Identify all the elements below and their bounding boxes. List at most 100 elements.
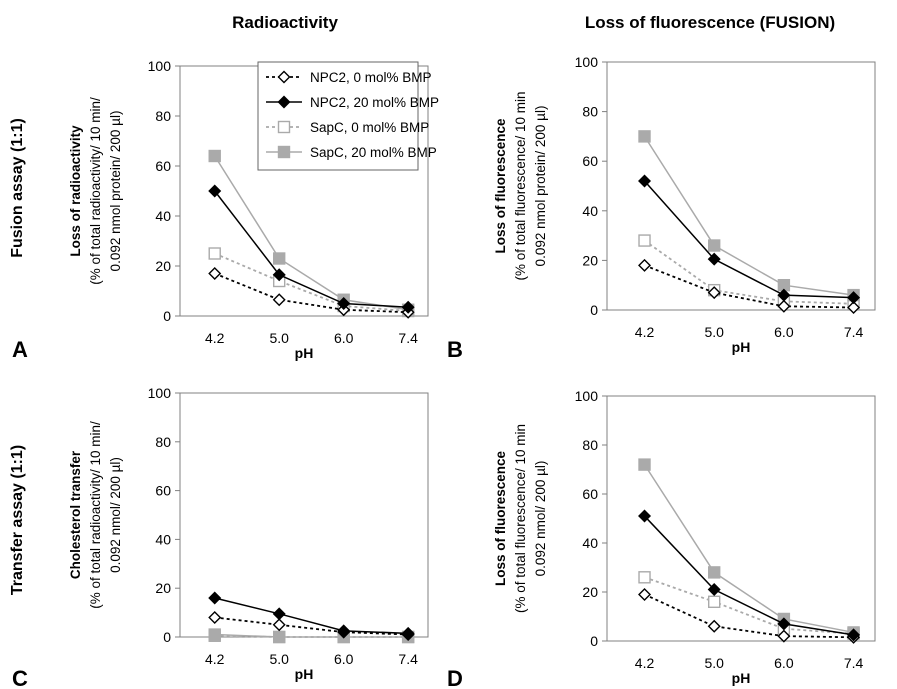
data-point: [708, 239, 721, 252]
data-point: [847, 291, 861, 305]
data-point: [401, 626, 415, 640]
data-point: [847, 628, 861, 642]
y-tick-label: 100: [575, 388, 599, 404]
y-tick-label: 40: [155, 531, 171, 547]
series-line: [214, 190, 409, 308]
y-tick-label: 20: [155, 258, 171, 274]
x-tick-label: 4.2: [635, 324, 655, 340]
series-line: [643, 239, 854, 305]
legend-entries: NPC2, 0 mol% BMP NPC2, 20 mol% BMP SapC, 0…: [266, 70, 439, 160]
x-tick-label: 5.0: [704, 324, 724, 340]
y-tick-label: 100: [148, 58, 172, 74]
legend-entry: SapC, 0 mol% BMP: [266, 120, 429, 135]
y-tick-label: 60: [582, 486, 598, 502]
y-axis-label-line: Loss of radioactivity: [68, 125, 83, 257]
panel-letter: B: [447, 337, 463, 362]
x-tick-label: 7.4: [844, 655, 864, 671]
series-line: [643, 135, 854, 296]
data-point: [638, 571, 651, 584]
x-tick-label: 5.0: [269, 651, 289, 667]
x-tick-label: 6.0: [334, 651, 354, 667]
legend-swatch-marker: [277, 120, 291, 134]
data-point: [707, 619, 721, 633]
y-tick-label: 80: [155, 434, 171, 450]
y-axis-label-line: 0.092 nmol protein/ 200 µl): [533, 106, 548, 267]
x-axis-label: pH: [732, 670, 751, 686]
data-point: [208, 610, 222, 624]
y-tick-label: 0: [590, 633, 598, 649]
column-title-fluorescence: Loss of fluorescence (FUSION): [585, 13, 835, 32]
legend-swatch-marker: [277, 70, 291, 84]
series-line: [643, 180, 854, 299]
row-title-fusion-assay: Fusion assay (1:1): [9, 118, 26, 258]
y-tick-label: 40: [582, 535, 598, 551]
panel-letter: D: [447, 666, 463, 689]
data-point: [337, 297, 351, 310]
data-point: [707, 252, 721, 266]
y-axis-label-line: (% of total fluorescence/ 10 min: [513, 424, 528, 613]
data-point: [707, 583, 721, 597]
x-tick-label: 6.0: [334, 330, 354, 346]
x-tick-label: 5.0: [269, 330, 289, 346]
data-point: [208, 247, 221, 260]
x-tick-label: 6.0: [774, 655, 794, 671]
x-axis-label: pH: [732, 339, 751, 355]
data-point: [777, 299, 791, 313]
y-axis-label-line: Loss of fluorescence: [493, 118, 508, 254]
y-tick-label: 0: [590, 302, 598, 318]
y-tick-label: 20: [582, 584, 598, 600]
series-line: [644, 576, 854, 635]
legend-label: SapC, 20 mol% BMP: [310, 145, 437, 160]
y-tick-label: 80: [155, 108, 171, 124]
x-tick-label: 4.2: [205, 651, 225, 667]
y-tick-label: 100: [575, 54, 599, 70]
x-tick-label: 4.2: [205, 330, 225, 346]
x-tick-label: 4.2: [635, 655, 655, 671]
data-point: [273, 630, 286, 644]
data-point: [208, 184, 222, 198]
series-line: [214, 155, 409, 311]
data-point: [777, 629, 791, 643]
row-title-transfer-assay: Transfer assay (1:1): [9, 445, 26, 595]
panel-letter: A: [12, 337, 28, 362]
x-tick-label: 6.0: [774, 324, 794, 340]
series-line: [214, 616, 409, 636]
x-tick-label: 7.4: [398, 651, 418, 667]
data-point: [707, 286, 721, 300]
legend-entry: NPC2, 20 mol% BMP: [266, 95, 439, 110]
y-tick-label: 60: [155, 483, 171, 499]
data-point: [708, 595, 721, 608]
y-axis-label-line: (% of total radioactivity/ 10 min/: [88, 421, 103, 609]
y-tick-label: 40: [582, 203, 598, 219]
chart-panel-a: 0 20 40 60 80 100 4.2 5.0 6.0 7.4 pH Loss of radioa…: [12, 58, 429, 362]
legend-swatch-marker: [277, 95, 291, 109]
data-point: [273, 252, 286, 265]
y-axis-label-line: (% of total fluorescence/ 10 min: [513, 91, 528, 280]
y-tick-label: 20: [155, 580, 171, 596]
data-point: [708, 566, 721, 579]
series-line: [643, 515, 854, 636]
plot-area-frame: [606, 395, 876, 642]
y-tick-label: 20: [582, 252, 598, 268]
y-tick-label: 80: [582, 104, 598, 120]
data-point: [272, 293, 286, 307]
legend-swatch-marker: [277, 145, 291, 159]
series-line: [214, 633, 409, 638]
series-line: [214, 252, 409, 312]
data-point: [777, 617, 791, 631]
y-axis-label-line: 0.092 nmol/ 200 µl): [533, 461, 548, 577]
y-axis-label-line: Loss of fluorescence: [493, 450, 508, 586]
chart-panel-c: 0 20 40 60 80 100 4.2 5.0 6.0 7.4 pH Cholesterol tr…: [12, 385, 429, 689]
y-tick-label: 80: [582, 437, 598, 453]
series-line: [644, 593, 854, 639]
series-line: [214, 597, 409, 635]
plot-area-frame: [606, 61, 876, 311]
x-tick-label: 5.0: [704, 655, 724, 671]
x-axis-label: pH: [295, 345, 314, 361]
series-line: [644, 264, 854, 309]
x-tick-label: 7.4: [398, 330, 418, 346]
x-tick-label: 7.4: [844, 324, 864, 340]
data-point: [638, 458, 651, 471]
legend-entry: NPC2, 0 mol% BMP: [266, 70, 432, 85]
